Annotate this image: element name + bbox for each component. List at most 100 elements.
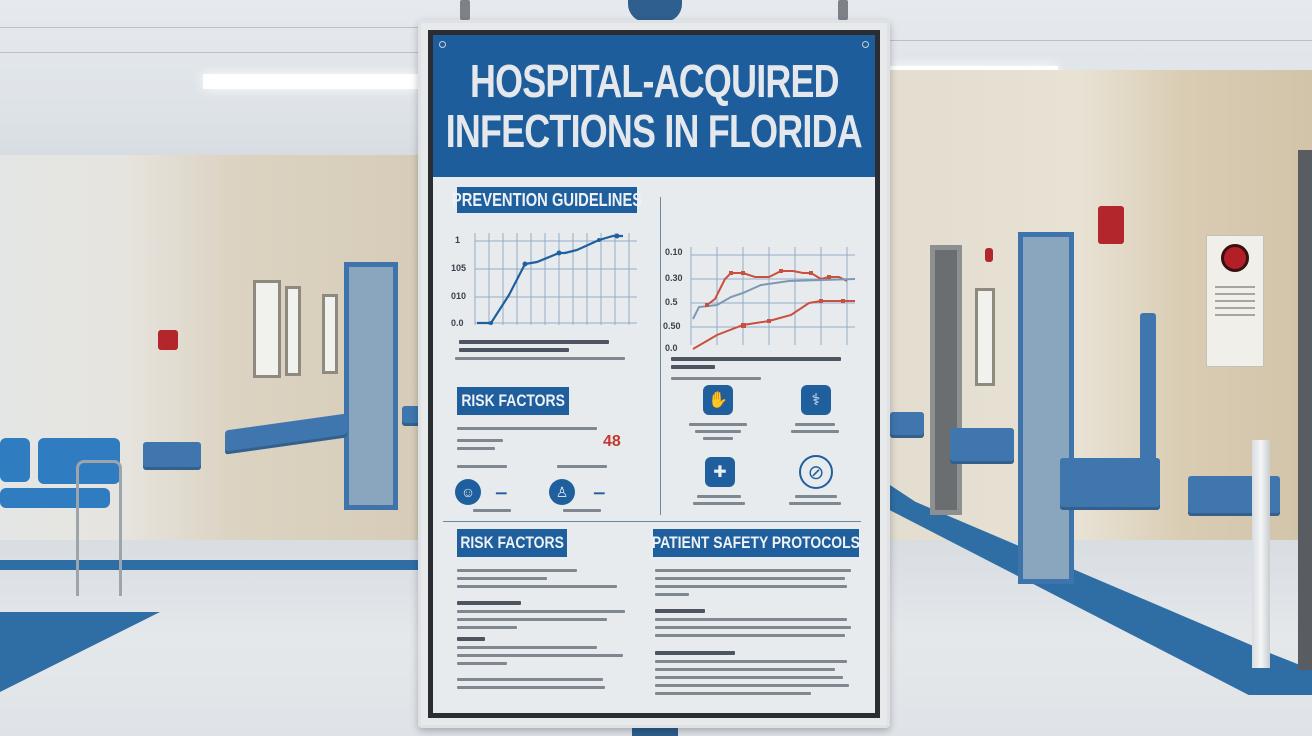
- safety-body-line: [655, 676, 843, 679]
- stretcher-icon: ⚊: [593, 481, 606, 497]
- poster-title-line-2: INFECTIONS IN FLORIDA: [445, 105, 863, 157]
- hanger-left: [460, 0, 470, 20]
- poster-title-banner: HOSPITAL-ACQUIRED INFECTIONS IN FLORIDA: [433, 35, 875, 177]
- handrail: [1060, 458, 1160, 510]
- safety-body-line: [655, 626, 851, 629]
- grommet-icon: [439, 41, 446, 48]
- risk-text-line: [457, 465, 507, 468]
- safety-body-line: [655, 668, 835, 671]
- risk-body-line: [457, 654, 623, 657]
- safety-body-line: [655, 577, 845, 580]
- fire-alarm: [158, 330, 178, 350]
- waiting-chair-back: [0, 438, 30, 482]
- wall-frame: [253, 280, 281, 378]
- safety-body-line: [655, 660, 847, 663]
- poster-title-line-1: HOSPITAL-ACQUIRED: [469, 55, 840, 107]
- risk-body-line: [457, 626, 517, 629]
- icon-caption: [693, 502, 745, 505]
- risk-body-line: [457, 585, 617, 588]
- right-elevator-door: [1018, 232, 1074, 584]
- stand-pole-top: [628, 0, 682, 22]
- chart-2-plot: [690, 247, 856, 350]
- bandage-icon: ✚: [705, 457, 735, 487]
- safety-body-line: [655, 684, 849, 687]
- waiting-chair-seat: [0, 488, 110, 508]
- safety-subheading: [655, 651, 735, 655]
- safety-body-line: [655, 692, 811, 695]
- y-tick: 1: [455, 235, 461, 245]
- chart-2-caption: [671, 357, 841, 361]
- ceiling-light: [203, 74, 419, 89]
- safety-body-line: [655, 593, 689, 596]
- column-divider: [660, 197, 661, 515]
- grommet-icon: [862, 41, 869, 48]
- icon-caption: [473, 509, 511, 512]
- patient-safety-protocols-heading: PATIENT SAFETY PROTOCOLS: [652, 529, 860, 557]
- safety-body-line: [655, 585, 847, 588]
- poster-border: HOSPITAL-ACQUIRED INFECTIONS IN FLORIDA …: [428, 30, 880, 718]
- baseboard: [0, 560, 420, 570]
- wall-notice-sign: [1206, 235, 1264, 367]
- y-tick: 0.0: [665, 343, 678, 353]
- icon-caption: [703, 437, 733, 440]
- risk-body-line: [457, 662, 507, 665]
- risk-factors-heading-top: RISK FACTORS: [457, 387, 569, 415]
- ceiling-seam: [890, 40, 1312, 41]
- icon-caption: [695, 430, 741, 433]
- infection-poster: HOSPITAL-ACQUIRED INFECTIONS IN FLORIDA …: [433, 35, 875, 713]
- y-tick: 010: [451, 291, 467, 301]
- handrail: [143, 442, 201, 470]
- icon-caption: [563, 509, 601, 512]
- icon-caption: [791, 430, 839, 433]
- prevention-line-chart: 1 105 010 0.0: [451, 223, 645, 337]
- lying-patient-icon: ⚊: [495, 481, 508, 497]
- chart-1-footnote: [455, 357, 625, 360]
- y-tick: 105: [451, 263, 467, 273]
- sign-text-line: [1215, 293, 1255, 295]
- sign-text-line: [1215, 300, 1255, 302]
- stand-pole-bottom: [632, 726, 678, 736]
- safety-subheading: [655, 609, 705, 613]
- risk-factors-heading-bottom: RISK FACTORS: [457, 529, 567, 557]
- chart-2-caption: [671, 365, 715, 369]
- y-tick: 0.10: [665, 247, 683, 257]
- safety-body-line: [655, 618, 847, 621]
- ceiling-seam: [0, 27, 420, 28]
- patient-icon: ☺: [455, 479, 481, 505]
- risk-body-line: [457, 577, 547, 580]
- fire-alarm-small: [985, 248, 993, 262]
- wall-panel-blue: [1140, 313, 1156, 473]
- risk-body-line: [457, 610, 625, 613]
- risk-body-line: [457, 678, 603, 681]
- icon-caption: [689, 423, 747, 426]
- no-symbol-icon: [1221, 244, 1249, 272]
- chart-1-plot: [474, 233, 637, 325]
- y-tick: 0.5: [665, 297, 678, 307]
- no-germs-icon: ⊘: [799, 455, 833, 489]
- hanger-right: [838, 0, 848, 20]
- sign-text-line: [1215, 307, 1255, 309]
- hand-hygiene-icon: ✋: [703, 385, 733, 415]
- handrail: [402, 406, 420, 426]
- chair-frame: [76, 460, 122, 596]
- risk-body-line: [457, 569, 577, 572]
- risk-text-line: [457, 439, 503, 442]
- right-door-dark: [930, 245, 962, 515]
- handrail: [950, 428, 1014, 464]
- y-tick: 0.0: [451, 318, 464, 328]
- risk-subheading: [457, 601, 521, 605]
- body-icon: ♙: [549, 479, 575, 505]
- icon-caption: [789, 502, 841, 505]
- poster-frame: HOSPITAL-ACQUIRED INFECTIONS IN FLORIDA …: [418, 20, 890, 728]
- icon-caption: [795, 495, 837, 498]
- y-tick: 0.30: [665, 273, 683, 283]
- handrail: [890, 412, 924, 438]
- y-tick: 0.50: [663, 321, 681, 331]
- wall-frame: [975, 288, 995, 386]
- risk-body-line: [457, 686, 605, 689]
- floor-post: [1252, 440, 1270, 668]
- sign-text-line: [1215, 286, 1255, 288]
- comparison-line-chart: 0.10 0.30 0.5 0.50 0.0: [663, 243, 859, 355]
- chart-1-caption: [459, 340, 609, 344]
